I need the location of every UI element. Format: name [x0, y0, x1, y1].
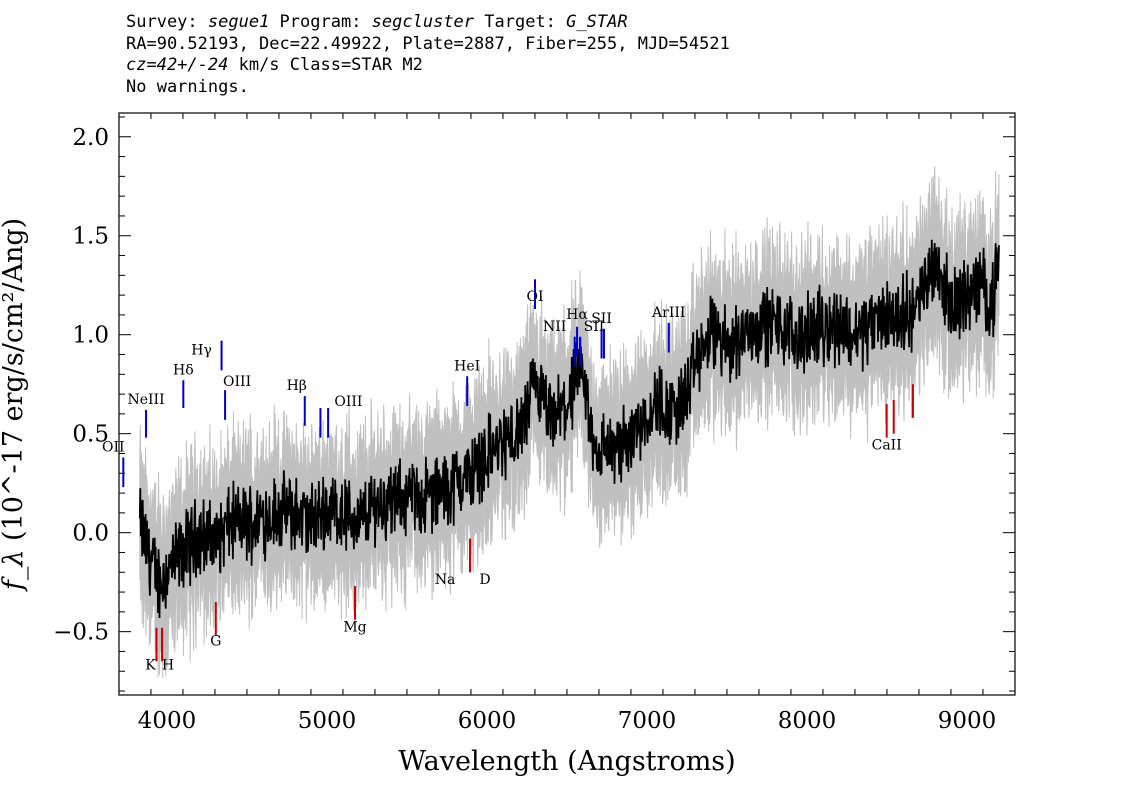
absorption-line-label: G — [210, 634, 221, 650]
absorption-line-label: H — [162, 657, 174, 673]
flux-series — [138, 239, 1000, 619]
noise-band — [139, 166, 1000, 678]
emission-line-label: NeIII — [127, 392, 164, 408]
class-value: km/s Class=STAR M2 — [228, 55, 423, 75]
absorption-line-label: D — [479, 572, 490, 588]
x-tick-label: 4000 — [138, 708, 197, 734]
spectrum-header: Survey: segue1 Program: segcluster Targe… — [126, 12, 730, 98]
flux-line — [138, 239, 1000, 619]
absorption-line-label: Mg — [343, 620, 366, 636]
header-line-2: RA=90.52193, Dec=22.49922, Plate=2887, F… — [126, 33, 730, 54]
x-tick-label: 9000 — [938, 708, 997, 734]
absorption-line-label: K — [145, 657, 156, 673]
emission-line-label: Hγ — [191, 343, 212, 359]
y-label-units: (10^-17 erg/s/cm²/Ang) — [0, 218, 29, 541]
header-line-1: Survey: segue1 Program: segcluster Targe… — [126, 12, 730, 34]
y-tick-label: 2.0 — [72, 125, 109, 151]
y-axis-label: f_λ (10^-17 erg/s/cm²/Ang) — [0, 218, 29, 592]
absorption-line-label: Na — [435, 572, 456, 588]
emission-line-label: HeI — [454, 358, 480, 374]
redshift-value: cz=42+/-24 — [126, 55, 229, 75]
emission-line-label: SII — [591, 311, 612, 327]
header-line-3: cz=42+/-24 km/s Class=STAR M2 — [126, 55, 730, 77]
y-label-symbol: f_λ — [0, 541, 29, 592]
emission-line-label: Hα — [566, 307, 588, 323]
x-tick-label: 5000 — [298, 708, 357, 734]
y-tick-label: 1.0 — [72, 323, 109, 349]
survey-value: segue1 — [207, 12, 270, 32]
x-tick-label: 6000 — [458, 708, 517, 734]
header-line-4: No warnings. — [126, 76, 249, 97]
emission-line-label: Hβ — [287, 378, 307, 394]
target-label: Target: — [474, 12, 567, 32]
survey-label: Survey: — [126, 12, 208, 32]
program-value: segcluster — [371, 12, 475, 32]
absorption-line-label: CaII — [872, 438, 902, 454]
noise-band-area — [139, 166, 1000, 678]
y-tick-label: 0.0 — [72, 521, 109, 547]
y-tick-label: 1.5 — [72, 224, 109, 250]
x-axis-ticks: 4000 5000 6000 7000 8000 9000 — [118, 113, 1016, 734]
emission-line-label: NII — [543, 319, 566, 335]
emission-line-label: SII — [584, 319, 605, 335]
emission-line-label: OI — [526, 289, 543, 305]
emission-line-label: ArIII — [651, 305, 685, 321]
x-axis-label: Wavelength (Angstroms) — [398, 746, 735, 777]
y-axis-ticks: −0.5 0.0 0.5 1.0 1.5 2.0 — [53, 116, 1015, 692]
emission-line-label: Hδ — [173, 362, 194, 378]
emission-line-label: OIII — [223, 374, 251, 390]
y-tick-label: 0.5 — [72, 422, 109, 448]
y-tick-label: −0.5 — [53, 620, 109, 646]
program-label: Program: — [269, 12, 372, 32]
emission-line-label: OIII — [334, 394, 362, 410]
x-tick-label: 7000 — [618, 708, 677, 734]
x-tick-label: 8000 — [778, 708, 837, 734]
target-value: G_STAR — [566, 12, 628, 32]
